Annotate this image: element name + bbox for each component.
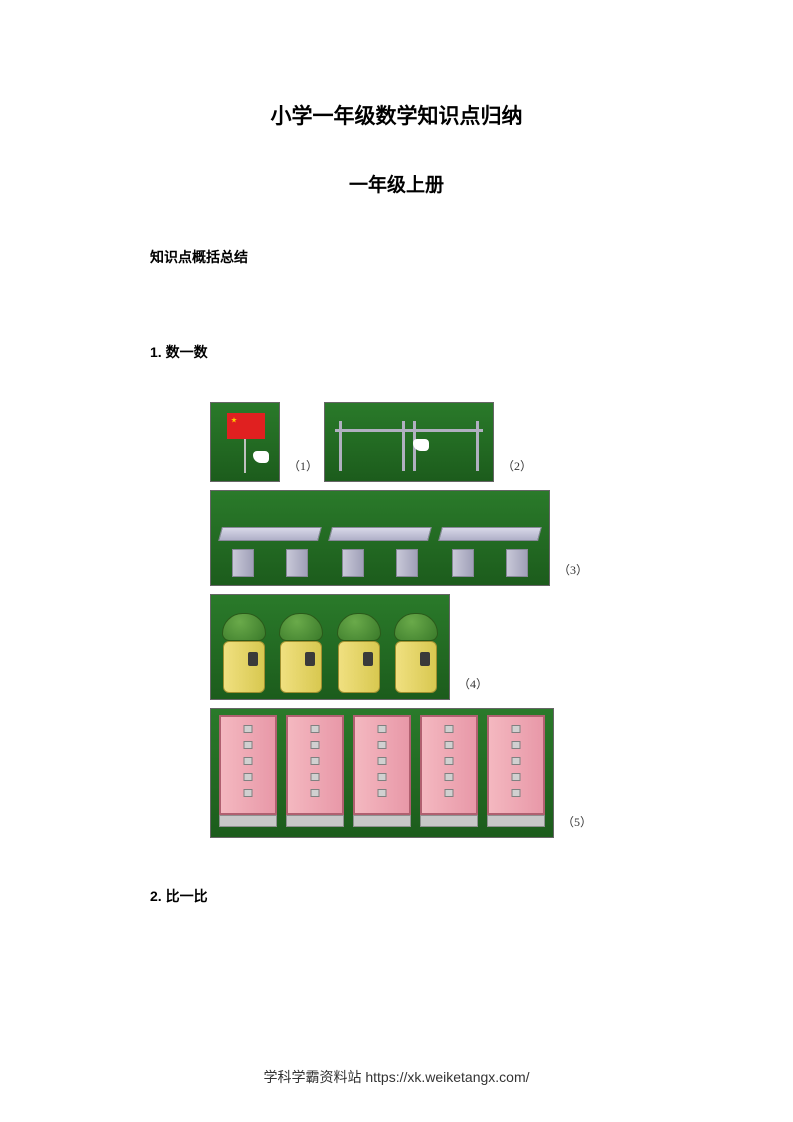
cursor-hand-icon [253, 451, 269, 463]
cursor-hand-icon [413, 439, 429, 451]
section-1-header: 1. 数一数 [150, 342, 643, 362]
trash-bin-icon [392, 613, 440, 691]
trash-bin-icon [335, 613, 383, 691]
row-1-2: （1） （2） [210, 402, 643, 482]
label-2: （2） [502, 457, 532, 474]
building-icon [286, 715, 344, 829]
row-3: （3） [210, 490, 643, 586]
bins-illustration [210, 594, 450, 700]
label-3: （3） [558, 561, 588, 578]
sub-title: 一年级上册 [150, 170, 643, 197]
row-5: （5） [210, 708, 643, 838]
footer-text: 学科学霸资料站 https://xk.weiketangx.com/ [0, 1067, 793, 1087]
flag-icon [227, 413, 265, 439]
counting-illustrations: （1） （2） （3） （4） （ [210, 402, 643, 838]
section-2-header: 2. 比一比 [150, 886, 643, 906]
building-icon [219, 715, 277, 829]
main-title: 小学一年级数学知识点归纳 [150, 100, 643, 130]
row-4: （4） [210, 594, 643, 700]
bench-icon [220, 527, 320, 577]
building-icon [420, 715, 478, 829]
flag-illustration [210, 402, 280, 482]
label-1: （1） [288, 457, 318, 474]
trash-bin-icon [220, 613, 268, 691]
buildings-illustration [210, 708, 554, 838]
horizontal-bar-icon [335, 421, 409, 471]
summary-header: 知识点概括总结 [150, 247, 643, 267]
bench-icon [440, 527, 540, 577]
label-5: （5） [562, 813, 592, 830]
bench-icon [330, 527, 430, 577]
building-icon [487, 715, 545, 829]
trash-bin-icon [277, 613, 325, 691]
benches-illustration [210, 490, 550, 586]
bars-illustration [324, 402, 494, 482]
building-icon [353, 715, 411, 829]
label-4: （4） [458, 675, 488, 692]
